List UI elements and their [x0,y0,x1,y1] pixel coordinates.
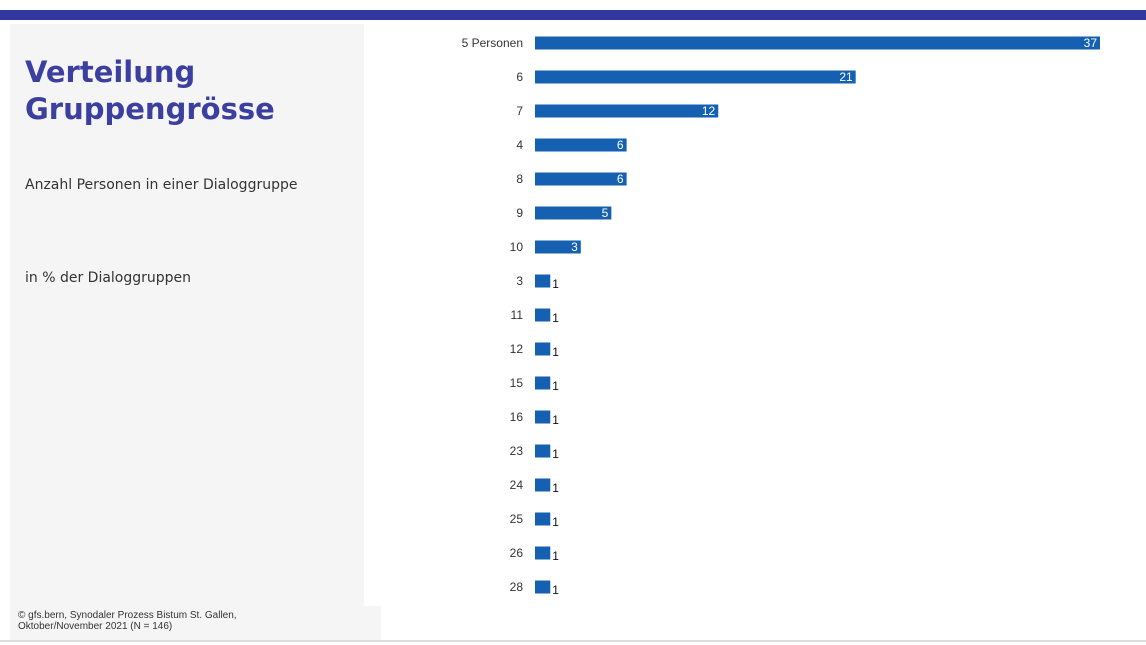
chart-subtitle: Anzahl Personen in einer Dialoggruppe [25,177,298,193]
value-label: 1 [552,345,559,359]
title-line-1: Verteilung [25,55,196,89]
value-label: 1 [552,447,559,461]
bar [535,36,1100,50]
category-label: 5 Personen [462,36,523,50]
bar [535,274,551,288]
top-accent-bar [0,10,1146,20]
bar [535,546,551,560]
category-label: 15 [510,376,524,390]
category-label: 6 [516,70,523,84]
bar [535,172,627,186]
bar-chart: 5 Personen 376 217 124 68 69 510 33 111 112 115 116… [462,36,1100,597]
bar [535,444,551,458]
unit-note: in % der Dialoggruppen [25,270,192,286]
category-label: 24 [510,478,524,492]
source-line-1: © gfs.bern, Synodaler Prozess Bistum St.… [18,610,237,621]
bottom-divider [0,640,1146,642]
bar [535,410,551,424]
category-label: 8 [516,172,523,186]
bar [535,478,551,492]
category-label: 7 [516,104,523,118]
value-label: 1 [552,515,559,529]
value-label: 5 [602,206,609,220]
category-label: 28 [510,580,524,594]
value-label: 1 [552,481,559,495]
sidebar-panel [10,24,364,606]
bar [535,104,719,118]
category-label: 3 [516,274,523,288]
value-label: 1 [552,583,559,597]
value-label: 1 [552,549,559,563]
bar [535,206,612,220]
value-label: 6 [617,172,624,186]
bar [535,70,856,84]
title-line-2: Gruppengrösse [25,92,275,126]
category-label: 12 [510,342,524,356]
value-label: 6 [617,138,624,152]
value-label: 1 [552,277,559,291]
page-title: Verteilung Gruppengrösse [25,54,275,128]
bar [535,308,551,322]
bar [535,580,551,594]
category-label: 25 [510,512,524,526]
bar [535,342,551,356]
value-label: 12 [702,104,716,118]
category-label: 4 [516,138,523,152]
bar [535,138,627,152]
bar [535,240,581,254]
source-line-2: Oktober/November 2021 (N = 146) [18,621,173,632]
source-note: © gfs.bern, Synodaler Prozess Bistum St.… [18,610,237,632]
value-label: 37 [1084,36,1098,50]
value-label: 21 [839,70,853,84]
category-label: 10 [510,240,524,254]
bar [535,512,551,526]
category-label: 16 [510,410,524,424]
category-label: 26 [510,546,524,560]
value-label: 1 [552,311,559,325]
footer-panel [10,606,381,640]
bar [535,376,551,390]
value-label: 3 [571,240,578,254]
category-label: 11 [511,308,524,322]
category-label: 9 [516,206,523,220]
value-label: 1 [552,413,559,427]
category-label: 23 [510,444,524,458]
value-label: 1 [552,379,559,393]
